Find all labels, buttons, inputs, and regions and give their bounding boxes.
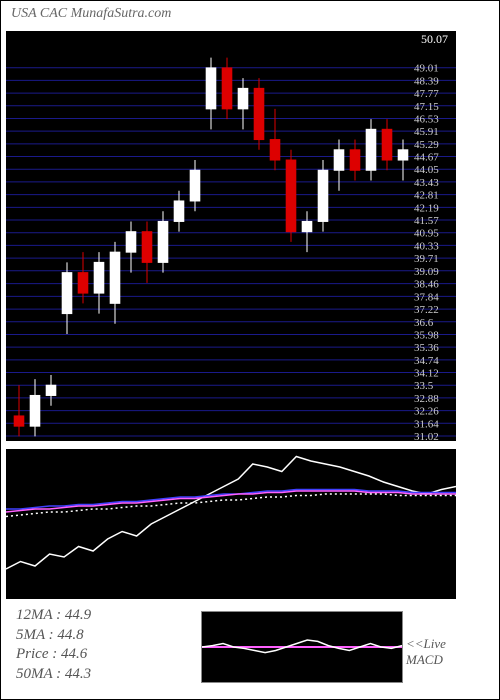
indicator-chart bbox=[6, 449, 456, 599]
y-axis-labels: 49.0148.3947.7747.1546.5345.9145.2944.67… bbox=[414, 63, 439, 441]
ma5-row: 5MA : 44.8 bbox=[16, 626, 91, 646]
svg-text:48.39: 48.39 bbox=[414, 75, 439, 87]
price-row: Price : 44.6 bbox=[16, 645, 91, 665]
svg-text:45.29: 45.29 bbox=[414, 139, 439, 151]
macd-lines bbox=[202, 640, 402, 653]
candles bbox=[14, 58, 408, 437]
svg-text:32.26: 32.26 bbox=[414, 406, 439, 418]
svg-text:31.02: 31.02 bbox=[414, 431, 439, 441]
svg-text:46.53: 46.53 bbox=[414, 113, 439, 125]
stats-block: 12MA : 44.9 5MA : 44.8 Price : 44.6 50MA… bbox=[16, 606, 91, 684]
chart-title: USA CAC MunafaSutra.com bbox=[11, 6, 171, 22]
svg-text:34.74: 34.74 bbox=[414, 355, 439, 367]
svg-text:38.46: 38.46 bbox=[414, 279, 439, 291]
svg-text:45.91: 45.91 bbox=[414, 126, 439, 138]
svg-text:34.12: 34.12 bbox=[414, 368, 439, 380]
chart-container: USA CAC MunafaSutra.com 49.0148.3947.774… bbox=[0, 0, 500, 700]
svg-text:44.05: 44.05 bbox=[414, 164, 439, 176]
svg-text:47.77: 47.77 bbox=[414, 88, 439, 100]
svg-text:40.33: 40.33 bbox=[414, 240, 439, 252]
candlestick-chart: 49.0148.3947.7747.1546.5345.9145.2944.67… bbox=[6, 31, 456, 441]
svg-text:37.22: 37.22 bbox=[414, 304, 439, 316]
svg-text:31.64: 31.64 bbox=[414, 418, 439, 430]
svg-text:35.36: 35.36 bbox=[414, 342, 439, 354]
ma50-row: 50MA : 44.3 bbox=[16, 665, 91, 685]
macd-label: <<Live MACD bbox=[406, 636, 446, 667]
top-price-label: 50.07 bbox=[421, 32, 448, 46]
svg-text:42.19: 42.19 bbox=[414, 202, 439, 214]
svg-text:43.43: 43.43 bbox=[414, 177, 439, 189]
svg-text:44.67: 44.67 bbox=[414, 152, 439, 164]
indicator-lines bbox=[6, 457, 456, 570]
svg-text:40.95: 40.95 bbox=[414, 228, 439, 240]
svg-text:36.6: 36.6 bbox=[414, 317, 434, 329]
svg-text:41.57: 41.57 bbox=[414, 215, 439, 227]
svg-text:47.15: 47.15 bbox=[414, 101, 439, 113]
macd-chart bbox=[201, 611, 403, 683]
svg-text:37.84: 37.84 bbox=[414, 291, 439, 303]
ma12-row: 12MA : 44.9 bbox=[16, 606, 91, 626]
svg-text:35.98: 35.98 bbox=[414, 329, 439, 341]
svg-text:39.71: 39.71 bbox=[414, 253, 439, 265]
gridlines bbox=[6, 68, 456, 436]
svg-text:49.01: 49.01 bbox=[414, 63, 439, 75]
svg-text:42.81: 42.81 bbox=[414, 190, 439, 202]
svg-text:39.09: 39.09 bbox=[414, 266, 439, 278]
svg-text:33.5: 33.5 bbox=[414, 380, 434, 392]
svg-text:32.88: 32.88 bbox=[414, 393, 439, 405]
